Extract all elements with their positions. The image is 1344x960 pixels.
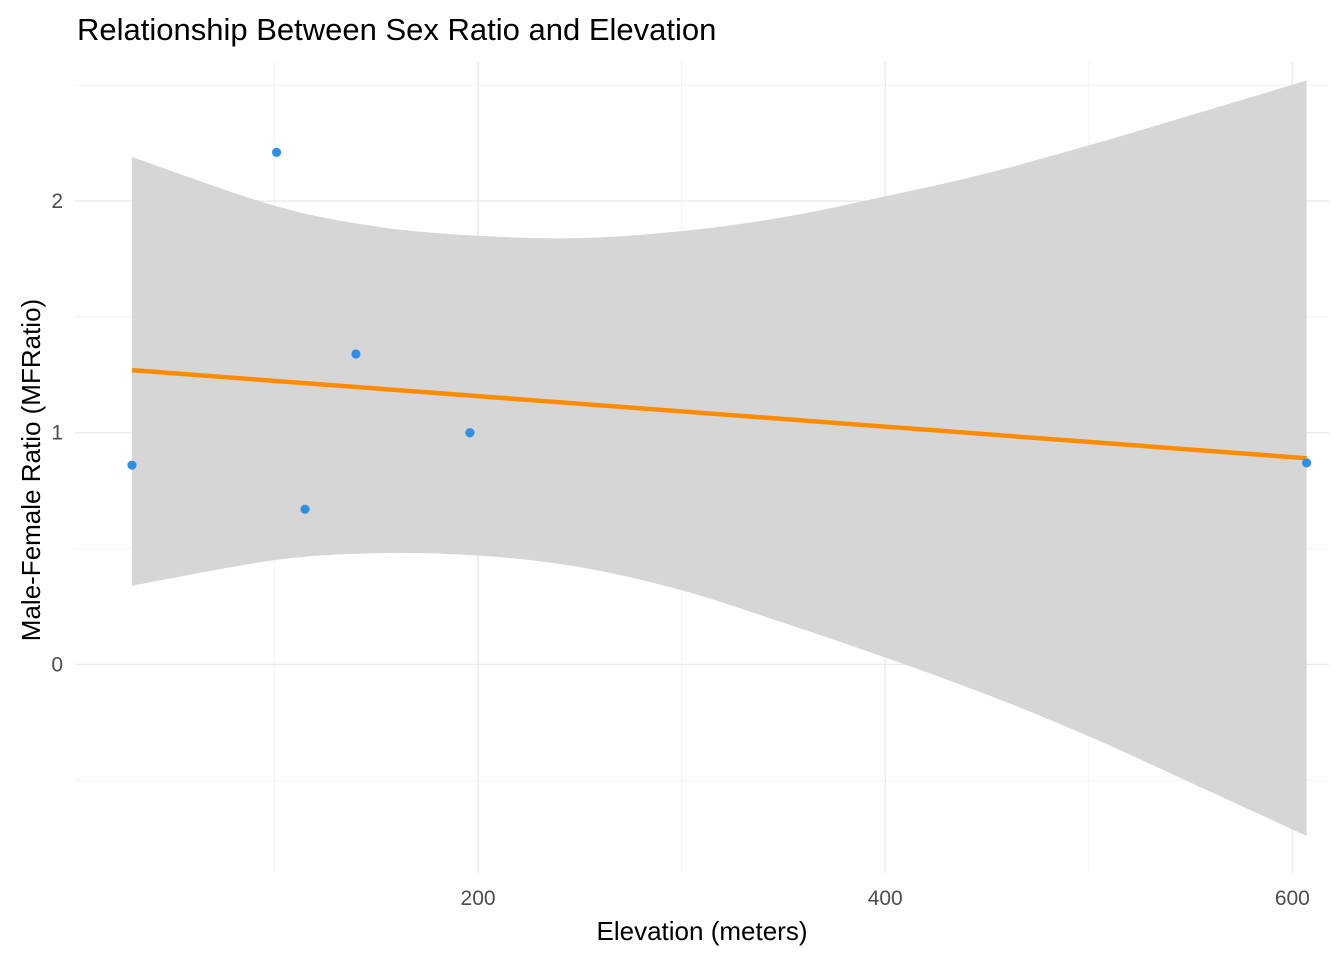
x-tick-label: 600 — [1275, 887, 1310, 910]
data-point — [351, 349, 361, 359]
x-tick-label: 400 — [868, 887, 903, 910]
data-point — [127, 460, 137, 470]
confidence-band — [132, 80, 1307, 836]
y-axis-title: Male-Female Ratio (MFRatio) — [16, 299, 46, 641]
trend-line-layer — [131, 367, 1307, 461]
chart-title: Relationship Between Sex Ratio and Eleva… — [77, 12, 716, 47]
y-tick-label: 0 — [51, 653, 63, 676]
y-axis-ticks: 0 1 2 — [51, 190, 63, 676]
data-points — [127, 147, 1312, 514]
x-axis-title: Elevation (meters) — [597, 916, 808, 946]
y-tick-label: 2 — [51, 190, 63, 213]
data-point — [1302, 458, 1312, 468]
x-tick-label: 200 — [461, 887, 496, 910]
data-point — [271, 147, 282, 157]
y-tick-label: 1 — [51, 422, 63, 445]
trend-line — [131, 367, 1307, 461]
data-point — [465, 428, 475, 438]
confidence-band-layer — [132, 80, 1307, 836]
x-axis-ticks: 200 400 600 — [461, 887, 1310, 910]
data-point — [300, 504, 310, 514]
